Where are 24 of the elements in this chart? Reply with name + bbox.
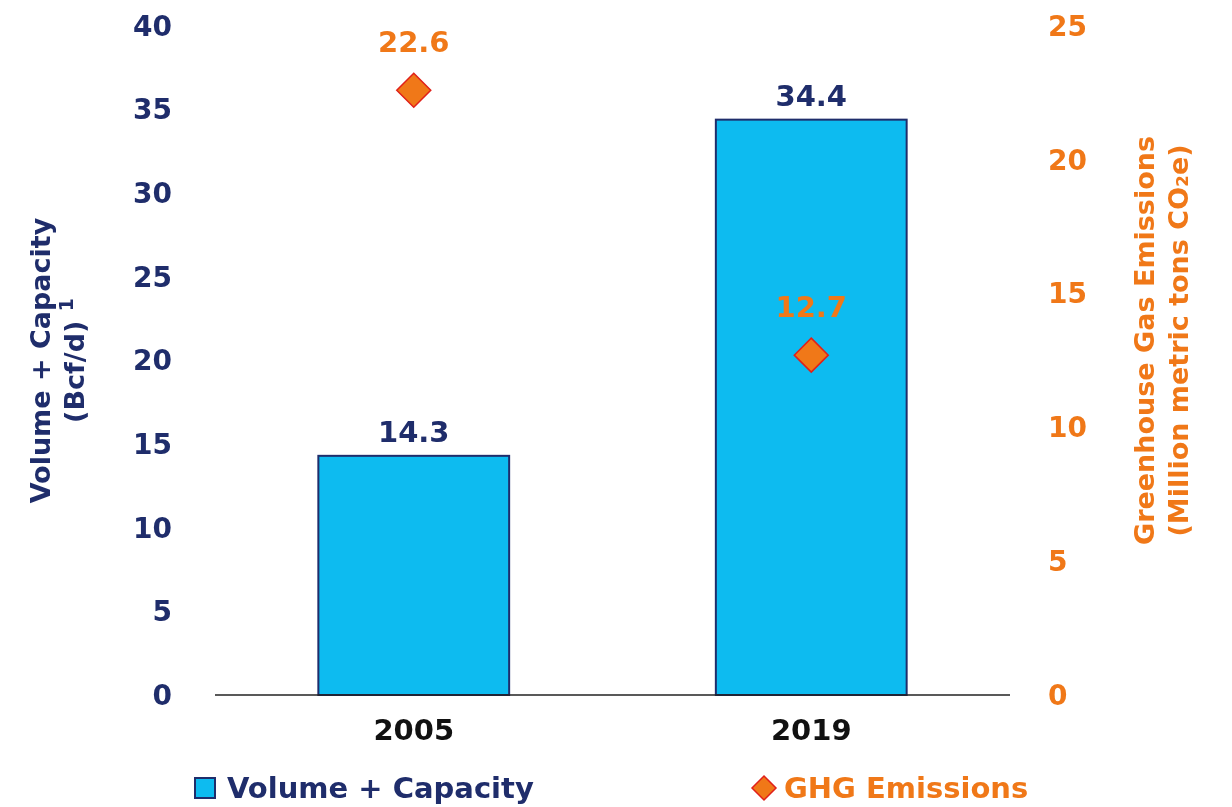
y2-tick-label: 0 — [1048, 678, 1068, 712]
legend-label: GHG Emissions — [784, 771, 1029, 806]
x-tick-label: 2005 — [373, 713, 455, 747]
data-label: 22.6 — [377, 25, 450, 60]
x-tick-label: 2019 — [770, 713, 852, 747]
y2-tick-label: 15 — [1048, 277, 1087, 311]
y2-tick-label: 25 — [1048, 9, 1087, 43]
legend-label: Volume + Capacity — [227, 771, 534, 806]
y-tick-label: 15 — [133, 427, 172, 461]
data-label: 14.3 — [377, 414, 450, 449]
y-tick-label: 35 — [133, 93, 172, 127]
y-tick-label: 10 — [133, 511, 172, 545]
data-label: 34.4 — [775, 78, 848, 113]
y2-tick-label: 10 — [1048, 411, 1087, 445]
y2-tick-label: 20 — [1048, 143, 1087, 177]
y-tick-label: 0 — [152, 678, 172, 712]
y2-tick-label: 5 — [1048, 545, 1068, 578]
y-tick-label: 20 — [133, 344, 172, 378]
y-tick-label: 30 — [133, 177, 172, 211]
y-tick-label: 40 — [133, 9, 172, 43]
y-tick-label: 5 — [152, 595, 172, 629]
y2-axis-title: Greenhouse Gas Emissions (Million metric tons CO₂e) — [1129, 135, 1195, 546]
y-tick-label: 25 — [133, 260, 172, 294]
data-label: 12.7 — [775, 290, 848, 325]
